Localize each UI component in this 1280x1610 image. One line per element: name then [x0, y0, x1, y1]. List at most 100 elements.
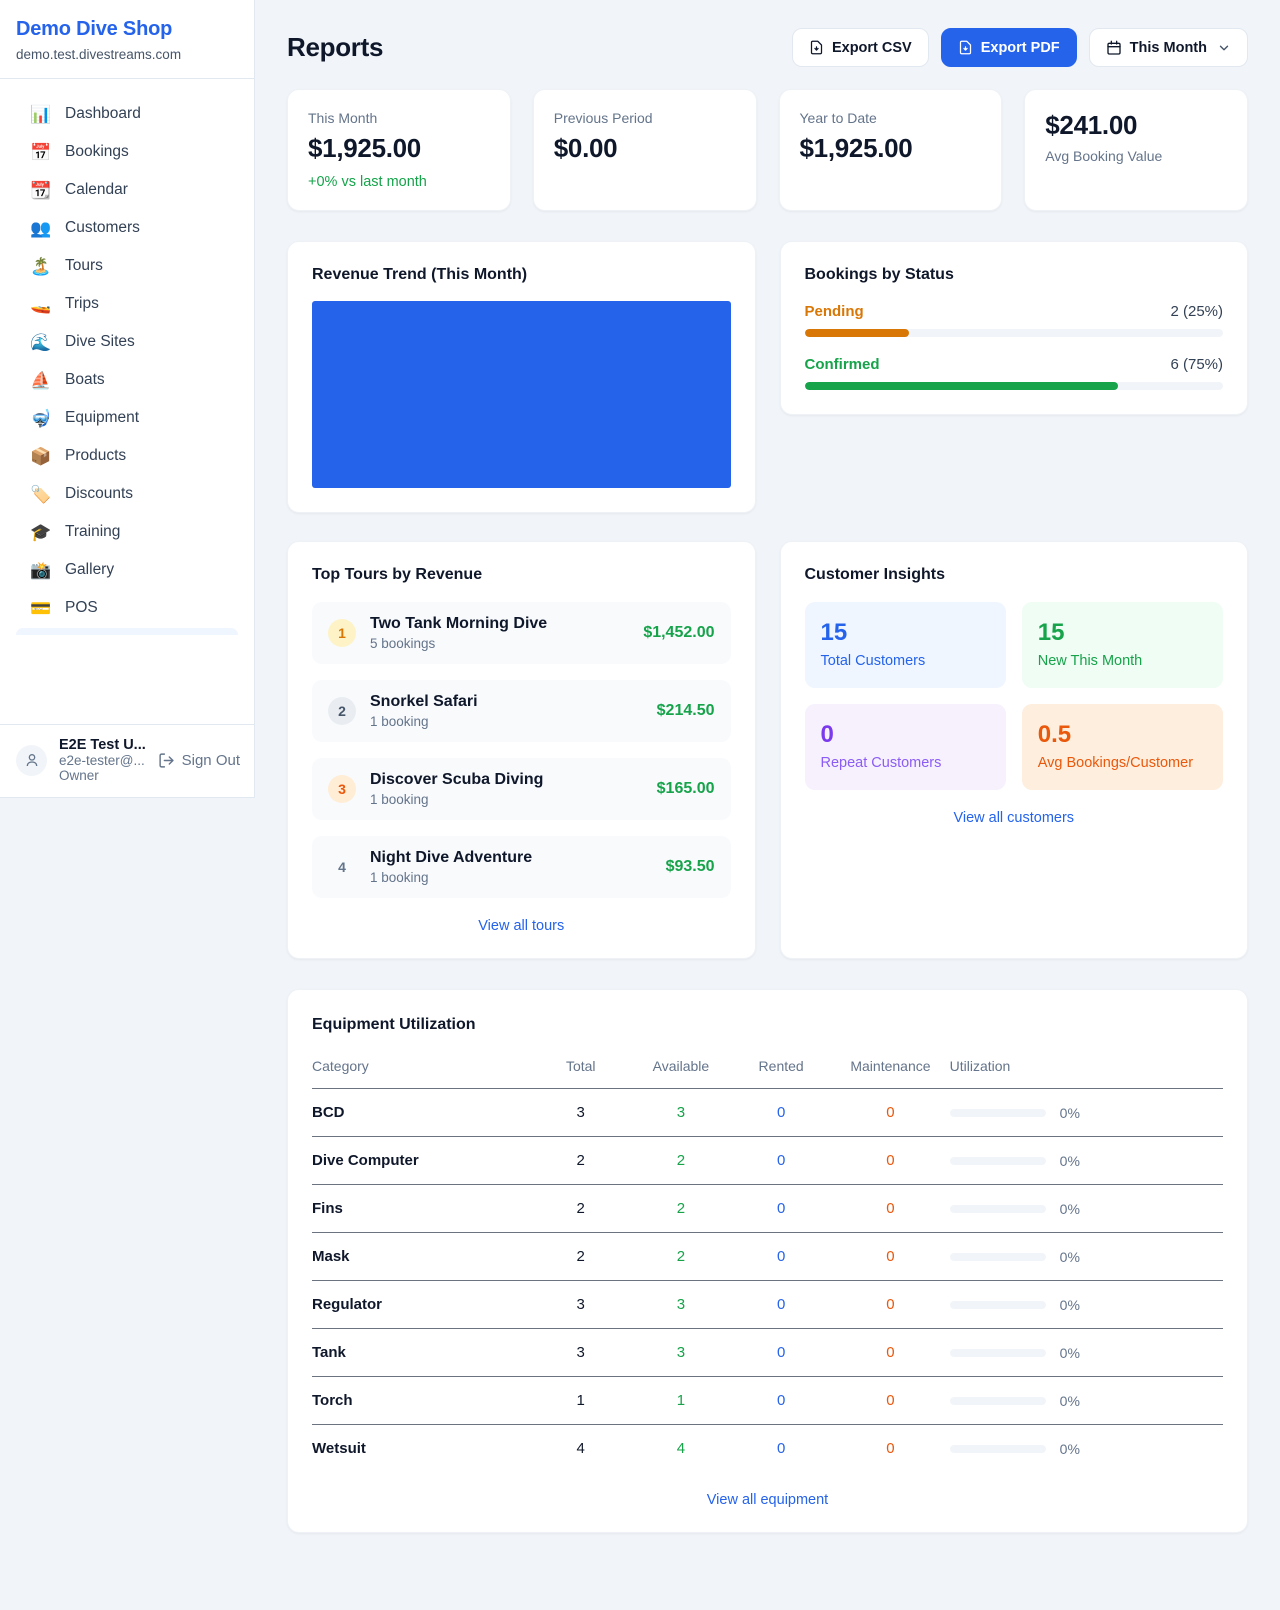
shop-name: Demo Dive Shop [16, 18, 173, 40]
boats-icon: ⛵ [30, 370, 52, 390]
trips-icon: 🚤 [30, 294, 52, 314]
cell-total: 3 [530, 1088, 631, 1137]
table-row: Wetsuit 4 4 0 0 0% [312, 1425, 1223, 1473]
cell-utilization: 0% [949, 1280, 1223, 1329]
sidebar-item-products[interactable]: 📦 Products [8, 437, 246, 475]
utilization-bar [949, 1348, 1046, 1357]
user-role: Owner [59, 768, 99, 783]
revenue-trend-card: Revenue Trend (This Month) [287, 241, 756, 513]
tour-name: Two Tank Morning Dive [370, 615, 548, 632]
avatar [16, 744, 47, 776]
page-title: Reports [287, 32, 384, 62]
cell-total: 2 [530, 1184, 631, 1233]
cell-maintenance: 0 [886, 1440, 895, 1457]
sidebar-item-tours[interactable]: 🏝️ Tours [8, 247, 246, 285]
tour-name: Discover Scuba Diving [370, 771, 544, 788]
customer-insights-card: Customer Insights 15 Total Customers 15 … [779, 541, 1248, 959]
products-icon: 📦 [30, 446, 52, 466]
status-bar-track [804, 329, 1223, 337]
sidebar-item-dive-sites[interactable]: 🌊 Dive Sites [8, 323, 246, 361]
cell-utilization: 0% [949, 1328, 1223, 1377]
cell-rented: 0 [731, 1280, 832, 1329]
status-bar-track [804, 382, 1223, 390]
cell-maintenance: 0 [831, 1232, 950, 1281]
tour-row: 1 Two Tank Morning Dive 5 bookings $1,45… [312, 602, 731, 664]
sidebar-item-training[interactable]: 🎓 Training [8, 513, 246, 551]
tour-revenue: $1,452.00 [643, 624, 715, 641]
sidebar-item-bookings[interactable]: 📅 Bookings [8, 133, 246, 171]
training-icon: 🎓 [30, 522, 52, 542]
utilization-percent: 0% [1059, 1248, 1080, 1265]
equipment-utilization-title: Equipment Utilization [312, 1016, 476, 1033]
sidebar-item-label: Training [65, 523, 121, 540]
main-content: Reports Export CSV Export PDF [255, 0, 1280, 1610]
header-actions: Export CSV Export PDF This Month [791, 28, 1248, 67]
utilization-bar [949, 1204, 1046, 1213]
sidebar-item-reports-active-partial[interactable] [16, 628, 238, 635]
stat-card-avg-booking-value: $241.00 Avg Booking Value [1024, 89, 1248, 211]
tour-name: Night Dive Adventure [370, 849, 533, 866]
brand: Demo Dive Shop demo.test.divestreams.com [0, 0, 254, 79]
sidebar-item-equipment[interactable]: 🤿 Equipment [8, 399, 246, 437]
table-row: Mask 2 2 0 0 0% [312, 1232, 1223, 1281]
bookings-by-status-title: Bookings by Status [804, 266, 954, 283]
user-email: e2e-tester@... [59, 753, 145, 768]
sidebar-item-customers[interactable]: 👥 Customers [8, 209, 246, 247]
sidebar-item-dashboard[interactable]: 📊 Dashboard [8, 95, 246, 133]
tour-bookings: 1 booking [370, 714, 429, 729]
sidebar-item-label: Trips [65, 295, 99, 312]
view-all-customers-link[interactable]: View all customers [953, 810, 1075, 826]
cell-category: Torch [312, 1376, 531, 1425]
user-footer: E2E Test U... e2e-tester@... Owner Sign … [0, 724, 254, 797]
cell-total: 3 [530, 1280, 631, 1329]
column-header-available: Available [630, 1050, 732, 1089]
tour-bookings: 1 booking [370, 792, 429, 807]
view-all-equipment-link[interactable]: View all equipment [706, 1492, 829, 1508]
calendar-icon: 📆 [30, 180, 52, 200]
file-download-icon [810, 40, 823, 55]
stat-card-year-to-date: Year to Date $1,925.00 [778, 89, 1003, 211]
cell-rented: 0 [776, 1440, 786, 1457]
sidebar-item-boats[interactable]: ⛵ Boats [8, 361, 246, 399]
sidebar-item-trips[interactable]: 🚤 Trips [8, 285, 246, 323]
column-header-category: Category [312, 1050, 531, 1089]
bookings-by-status-card: Bookings by Status Pending 2 (25%) Confi… [779, 241, 1248, 415]
sidebar-item-discounts[interactable]: 🏷️ Discounts [8, 475, 246, 513]
export-pdf-button[interactable]: Export PDF [940, 28, 1077, 67]
dive-sites-icon: 🌊 [30, 332, 52, 352]
table-row: BCD 3 3 0 0 0% [312, 1088, 1223, 1137]
utilization-percent: 0% [1059, 1152, 1080, 1169]
view-all-tours-link[interactable]: View all tours [478, 918, 565, 934]
sidebar-item-gallery[interactable]: 📸 Gallery [8, 551, 246, 589]
cell-utilization: 0% [949, 1088, 1223, 1137]
tile-new-this-month: 15 New This Month [1021, 602, 1223, 688]
column-header-rented: Rented [731, 1050, 832, 1089]
utilization-percent: 0% [1059, 1296, 1080, 1313]
cell-available: 1 [630, 1376, 732, 1425]
cell-total: 2 [530, 1136, 631, 1185]
sidebar-item-calendar[interactable]: 📆 Calendar [8, 171, 246, 209]
equipment-table-body: BCD 3 3 0 0 0% Dive Computer 2 2 0 0 0% … [312, 1088, 1223, 1473]
cell-available: 2 [630, 1136, 732, 1185]
utilization-percent: 0% [1059, 1200, 1080, 1217]
sidebar-item-label: Gallery [65, 561, 115, 578]
sign-out-button[interactable]: Sign Out [158, 752, 240, 769]
sidebar-nav: 📊 Dashboard 📅 Bookings 📆 Calendar 👥 Cust… [0, 79, 254, 724]
status-count: 2 (25%) [1170, 303, 1223, 320]
bookings-icon: 📅 [30, 142, 52, 162]
period-dropdown[interactable]: This Month [1088, 28, 1248, 67]
tile-label: Avg Bookings/Customer [1037, 755, 1194, 771]
tour-row: 4 Night Dive Adventure 1 booking $93.50 [312, 836, 731, 898]
cell-total: 4 [576, 1440, 585, 1457]
sidebar-item-label: Boats [65, 371, 105, 388]
tile-total-customers: 15 Total Customers [804, 602, 1006, 688]
cell-total: 2 [530, 1232, 631, 1281]
sidebar-item-pos[interactable]: 💳 POS [8, 589, 246, 627]
insights-row: Top Tours by Revenue 1 Two Tank Morning … [287, 541, 1248, 959]
tour-bookings: 5 bookings [370, 636, 436, 651]
cell-available: 2 [630, 1232, 732, 1281]
sidebar-item-label: Calendar [65, 181, 128, 198]
equipment-table: Category Total Available Rented Maintena… [312, 1050, 1223, 1472]
export-csv-button[interactable]: Export CSV [791, 28, 929, 67]
